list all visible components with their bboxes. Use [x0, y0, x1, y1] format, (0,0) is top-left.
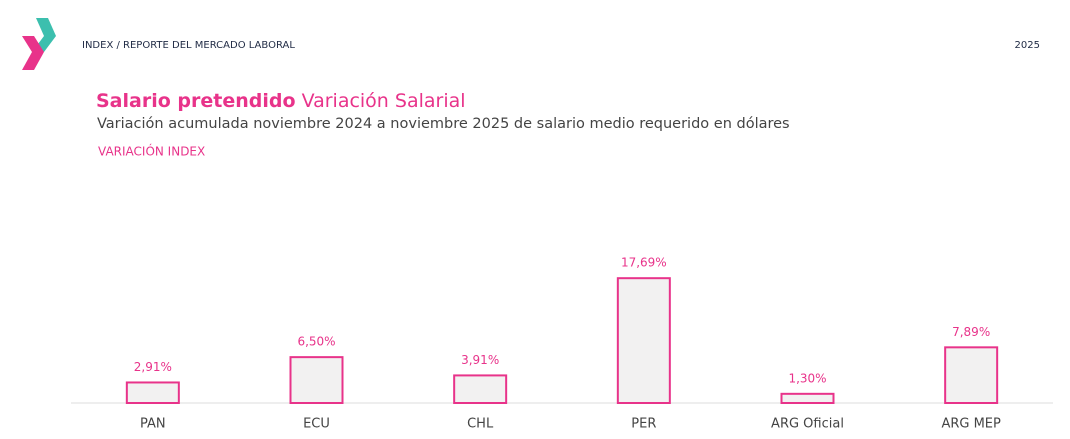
bar [944, 346, 999, 404]
subtitle: Variación acumulada noviembre 2024 a nov… [97, 116, 790, 132]
x-tick-label: ARG MEP [941, 417, 1001, 432]
chart-title: Salario pretendido Variación Salarial [96, 90, 466, 112]
data-label: 1,30% [788, 371, 826, 385]
data-label: 7,89% [952, 325, 990, 339]
breadcrumb: INDEX / REPORTE DEL MERCADO LABORAL [82, 40, 295, 51]
title-bold: Salario pretendido [96, 90, 296, 112]
year: 2025 [1015, 40, 1040, 51]
title-regular: Variación Salarial [302, 90, 466, 112]
x-tick-label: ARG Oficial [771, 417, 844, 432]
bar [289, 356, 344, 404]
series-label: VARIACIÓN INDEX [98, 144, 205, 159]
bar [780, 392, 835, 405]
data-label: 2,91% [134, 360, 172, 374]
bar [125, 381, 180, 404]
x-tick-label: CHL [467, 417, 494, 432]
logo [22, 18, 56, 70]
bar [453, 374, 508, 405]
data-label: 3,91% [461, 353, 499, 367]
x-tick-label: PAN [140, 417, 166, 432]
data-label: 17,69% [621, 256, 667, 270]
x-tick-label: ECU [303, 417, 330, 432]
bar [616, 277, 671, 404]
data-label: 6,50% [297, 335, 335, 349]
x-tick-label: PER [631, 417, 656, 432]
